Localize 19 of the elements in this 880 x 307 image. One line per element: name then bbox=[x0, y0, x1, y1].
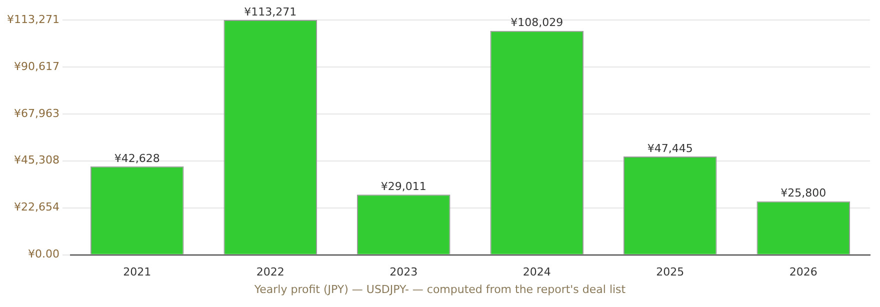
data-label: ¥47,445 bbox=[647, 142, 693, 155]
data-label: ¥113,271 bbox=[244, 5, 297, 18]
x-tick-label: 2024 bbox=[522, 265, 551, 278]
x-tick-label: 2026 bbox=[789, 265, 818, 278]
data-label: ¥29,011 bbox=[380, 180, 426, 194]
y-tick-label: ¥0.00 bbox=[28, 248, 60, 261]
y-tick-label: ¥45,308 bbox=[14, 154, 60, 167]
y-tick-label: ¥67,963 bbox=[14, 106, 60, 120]
text: Yearly profit (JPY) — USDJPY- — computed from the report's deal list bbox=[253, 283, 627, 296]
x-tick-label: 2022 bbox=[256, 265, 284, 278]
x-tick-label: 2021 bbox=[123, 265, 152, 278]
data-label: ¥42,628 bbox=[114, 152, 160, 165]
x-tick-label: 2023 bbox=[390, 265, 418, 278]
data-label: ¥25,800 bbox=[780, 186, 826, 200]
data-label: ¥108,029 bbox=[510, 16, 564, 30]
y-tick-label: ¥113,271 bbox=[6, 12, 60, 26]
y-tick-label: ¥90,617 bbox=[14, 60, 60, 73]
y-tick-label: ¥22,654 bbox=[14, 200, 60, 214]
x-tick-label: 2025 bbox=[656, 265, 684, 278]
